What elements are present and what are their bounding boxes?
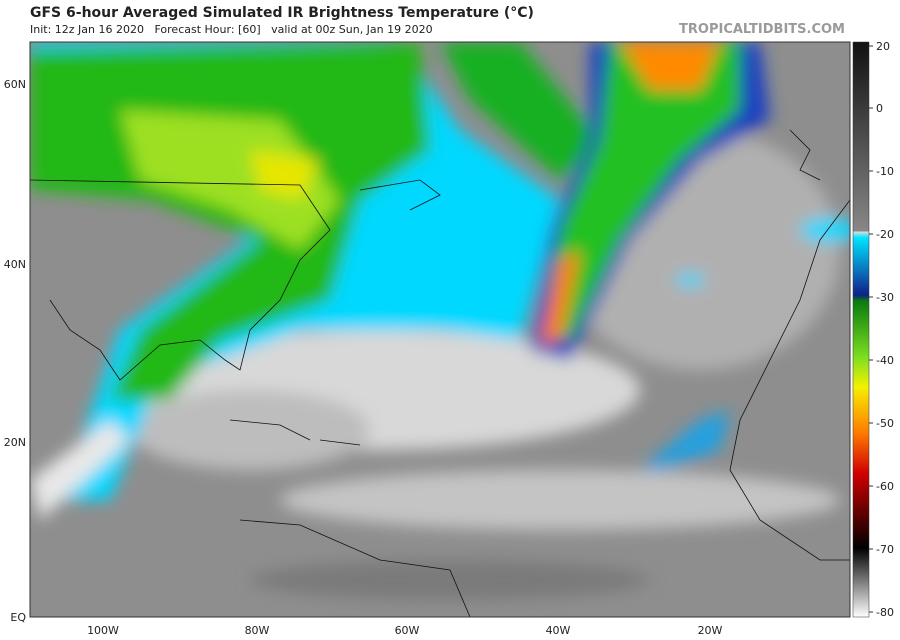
lat-label: 20N bbox=[4, 436, 26, 449]
lat-label: EQ bbox=[10, 611, 26, 624]
lon-label: 100W bbox=[87, 624, 119, 636]
lon-label: 20W bbox=[698, 624, 723, 636]
title: GFS 6-hour Averaged Simulated IR Brightn… bbox=[30, 5, 534, 21]
lon-label: 60W bbox=[395, 624, 420, 636]
lon-label: 80W bbox=[245, 624, 270, 636]
colorbar-label: -80 bbox=[876, 606, 894, 619]
colorbar-label: 0 bbox=[876, 102, 883, 115]
colorbar-label: -50 bbox=[876, 417, 894, 430]
colorbar-label: -20 bbox=[876, 228, 894, 241]
colorbar-label: 20 bbox=[876, 40, 890, 53]
colorbar-label: -60 bbox=[876, 480, 894, 493]
lat-label: 60N bbox=[4, 78, 26, 91]
colorbar-label: -10 bbox=[876, 165, 894, 178]
colorbar bbox=[852, 41, 870, 618]
subtitle: Init: 12z Jan 16 2020 Forecast Hour: [60… bbox=[30, 23, 433, 36]
colorbar-label: -30 bbox=[876, 291, 894, 304]
lon-label: 40W bbox=[546, 624, 571, 636]
watermark: TROPICALTIDBITS.COM bbox=[679, 22, 845, 37]
map bbox=[29, 41, 851, 618]
colorbar-label: -70 bbox=[876, 543, 894, 556]
lat-label: 40N bbox=[4, 258, 26, 271]
colorbar-label: -40 bbox=[876, 354, 894, 367]
